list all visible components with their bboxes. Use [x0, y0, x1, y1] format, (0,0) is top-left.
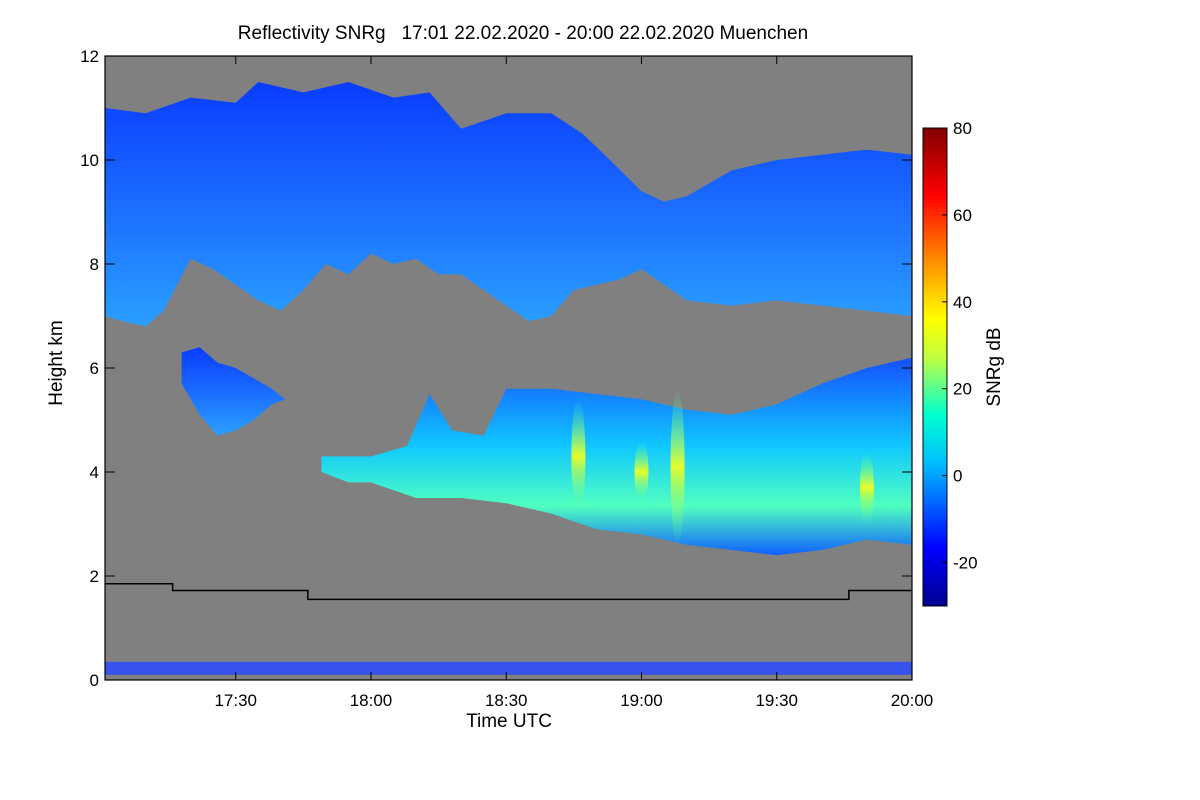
y-tick-label: 2: [90, 567, 99, 586]
x-tick-label: 18:30: [485, 691, 528, 710]
ground-echo-band: [105, 661, 912, 675]
bright-band-0: [571, 399, 586, 514]
y-tick-label: 0: [90, 671, 99, 690]
x-tick-label: 17:30: [214, 691, 257, 710]
y-tick-label: 4: [90, 463, 99, 482]
cloud-layer-mid-cloud-left: [181, 347, 286, 436]
colorbar-label: SNRg dB: [984, 327, 1005, 406]
colorbar-tick-label: 40: [953, 293, 972, 312]
x-axis-label: Time UTC: [466, 711, 552, 732]
x-axis: 17:30 18:00 18:30 19:00 19:30 20:00: [214, 56, 933, 710]
y-tick-label: 8: [90, 255, 99, 274]
bright-band-2: [634, 440, 649, 504]
colorbar-axis: -20 0 20 40 60 80: [942, 119, 978, 573]
x-tick-label: 18:00: [350, 691, 393, 710]
bright-band-3: [859, 451, 874, 524]
cloud-layers: [105, 82, 912, 556]
bright-band-1: [670, 388, 685, 545]
y-tick-label: 6: [90, 359, 99, 378]
colorbar-tick-label: -20: [953, 554, 978, 573]
bright-bands: [571, 388, 874, 545]
colorbar-tick-label: 20: [953, 380, 972, 399]
chart-title: Reflectivity SNRg 17:01 22.02.2020 - 20:…: [238, 23, 808, 44]
y-tick-label: 12: [80, 47, 99, 66]
y-tick-label: 10: [80, 151, 99, 170]
colorbar-tick-label: 60: [953, 206, 972, 225]
cloud-layer-upper-cloud: [105, 82, 912, 327]
near-ground-echo: [105, 661, 912, 675]
colorbar-tick-label: 0: [953, 467, 962, 486]
x-tick-label: 19:00: [620, 691, 663, 710]
colorbar: [922, 127, 948, 607]
colorbar-tick-label: 80: [953, 119, 972, 138]
cloud-layer-lower-cloud: [321, 357, 912, 556]
boundary-line: [105, 583, 912, 601]
x-tick-label: 20:00: [891, 691, 934, 710]
y-axis: 0 2 4 6 8 10 12: [80, 47, 912, 690]
y-axis-label: Height km: [46, 320, 67, 406]
x-tick-label: 19:30: [755, 691, 798, 710]
